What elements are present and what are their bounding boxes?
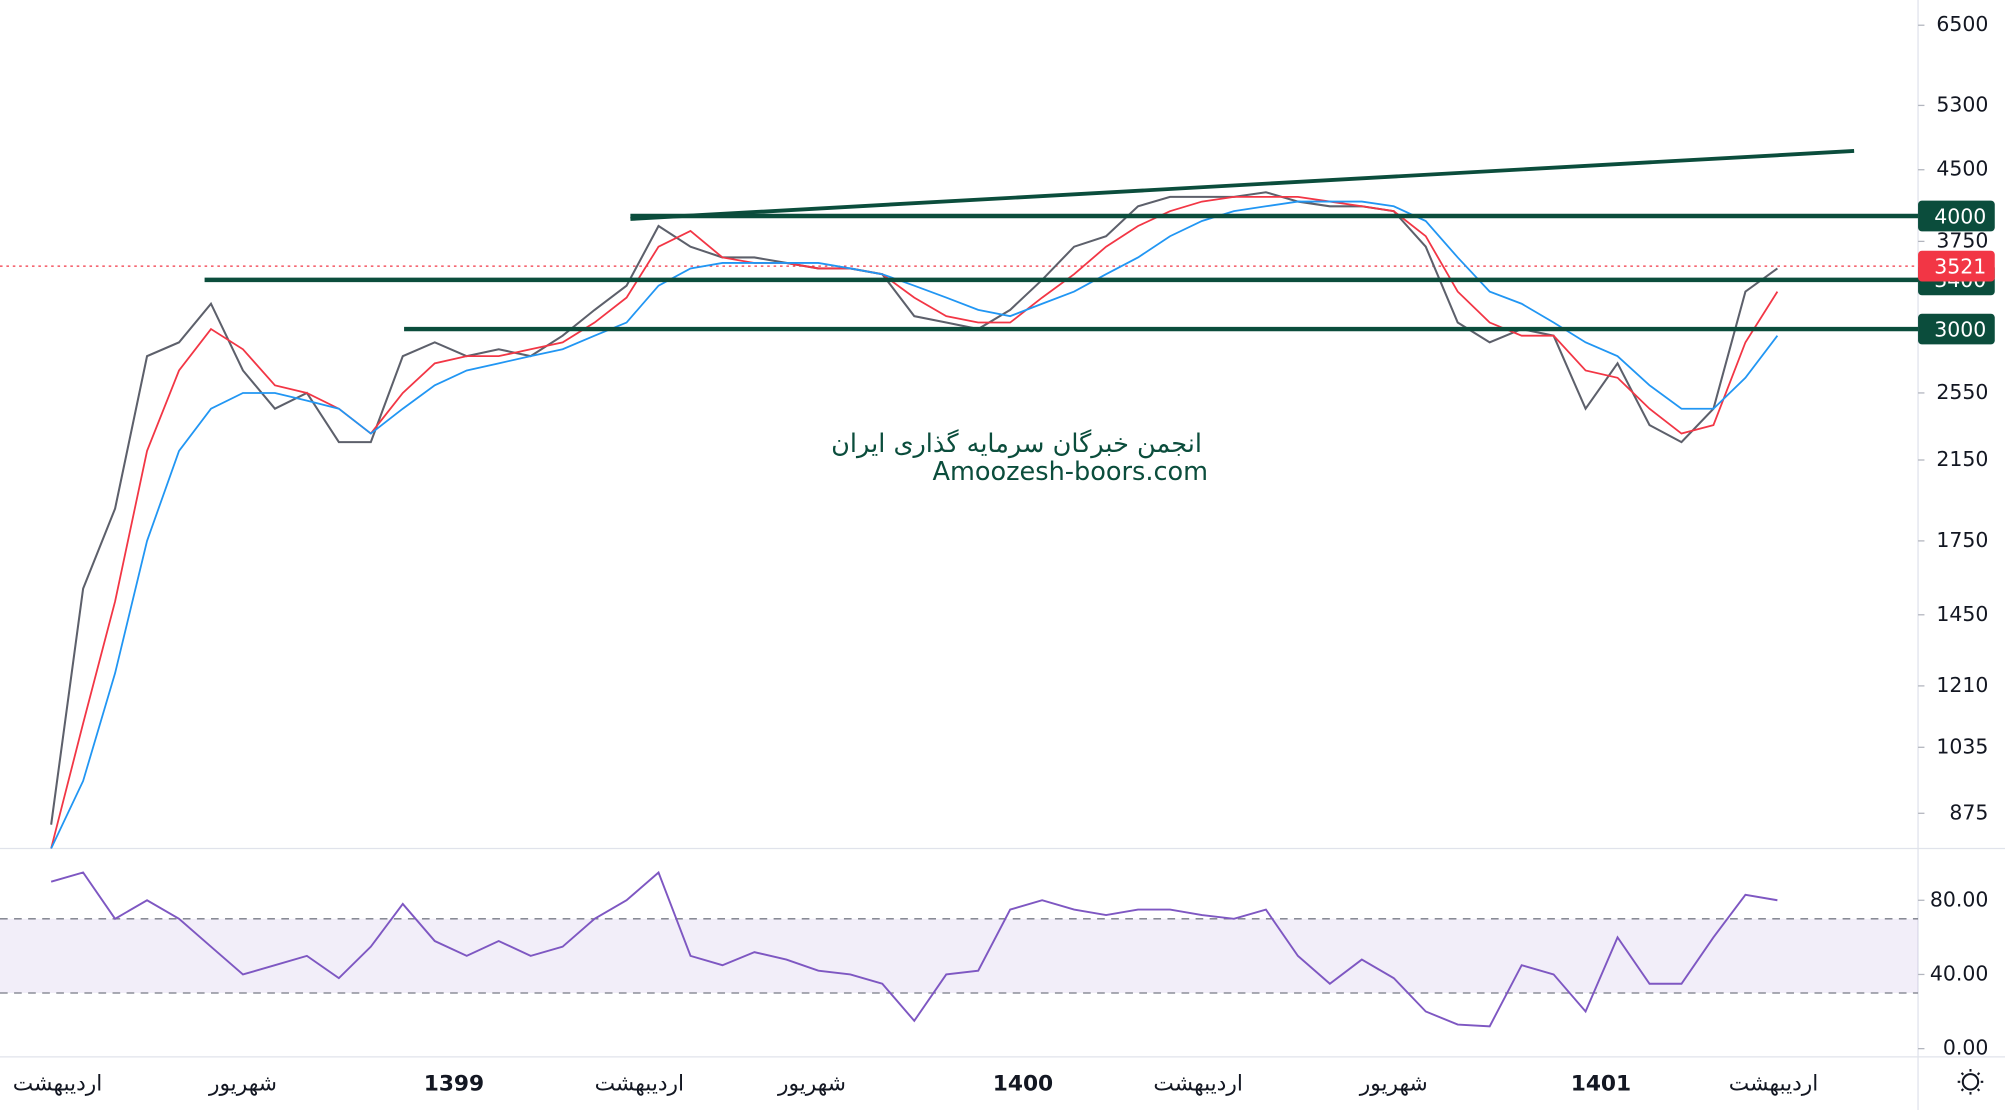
y-tick-label: 80.00 [1930,887,1989,911]
x-tick-label: اردیبهشت [595,1071,685,1096]
watermark: Amoozesh-boors.com [932,457,1208,487]
data-line [50,191,1778,825]
y-tick-label: 5300 [1936,92,1988,116]
y-tick-label: 2550 [1936,380,1988,404]
watermark: انجمن خبرگان سرمایه گذاری ایران [831,429,1202,459]
x-tick-label: شهریور [1359,1071,1428,1096]
x-tick-label: اردیبهشت [13,1071,103,1096]
y-tick-label: 1750 [1936,528,1988,552]
y-tick-label: 4500 [1936,157,1988,181]
y-tick-label: 875 [1949,800,1988,824]
level-box [1918,200,1995,232]
x-tick-label: شهریور [208,1071,277,1096]
last-price-box [1918,250,1995,282]
level-box [1918,313,1995,345]
y-tick-label: 1035 [1936,734,1988,758]
settings-icon[interactable] [1957,1069,1984,1095]
data-line [50,870,1778,1028]
y-tick-label: 3750 [1936,228,1988,252]
x-tick-label: 1401 [1571,1071,1631,1096]
data-line [50,200,1779,849]
x-tick-label: اردیبهشت [1729,1071,1819,1096]
x-tick-label: 1399 [424,1071,484,1096]
level-label: 3000 [1934,317,1986,341]
y-tick-label: 0.00 [1943,1036,1989,1060]
y-tick-label: 1210 [1936,673,1988,697]
x-tick-label: شهریور [777,1071,846,1096]
last-price-label: 3521 [1934,254,1986,278]
level-label: 4000 [1934,204,1986,228]
x-tick-label: 1400 [993,1071,1053,1096]
y-tick-label: 6500 [1936,12,1988,36]
y-tick-label: 2150 [1936,447,1988,471]
y-tick-label: 40.00 [1930,961,1989,985]
x-tick-label: اردیبهشت [1153,1071,1243,1096]
trendline [630,149,1855,221]
y-tick-label: 1450 [1936,602,1988,626]
